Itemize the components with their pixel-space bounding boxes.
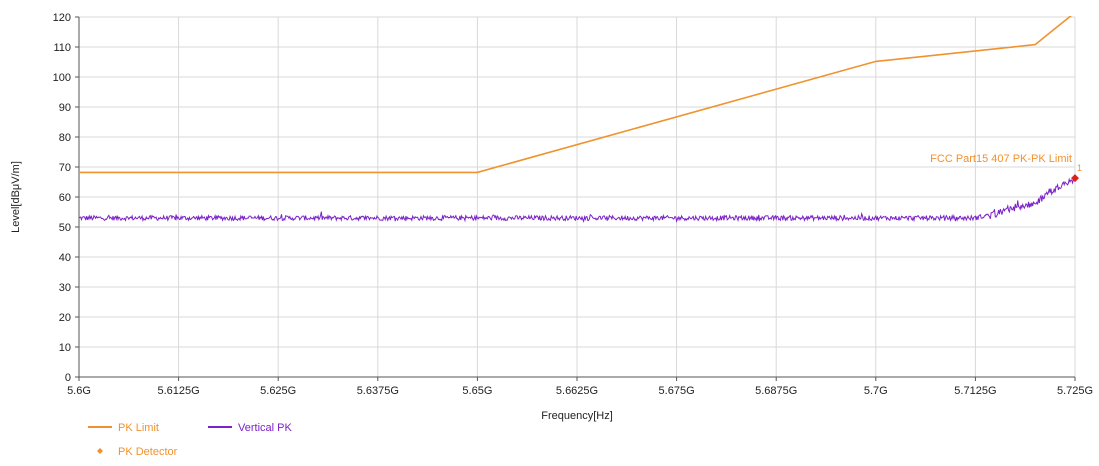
pk-detector-point xyxy=(1071,174,1079,183)
legend: PK Limit Vertical PK PK Detector xyxy=(88,422,292,458)
y-tick-label: 80 xyxy=(59,132,71,144)
marker-label: 1 xyxy=(1077,163,1082,173)
labels: 5.6G 5.6125G 5.625G 5.6375G 5.65G 5.6625G 5.67… xyxy=(10,12,1093,422)
y-tick-label: 110 xyxy=(53,42,71,54)
y-tick-label: 30 xyxy=(59,282,71,294)
x-tick-label: 5.7G xyxy=(864,385,888,397)
legend-label-pk-detector: PK Detector xyxy=(118,446,178,458)
legend-label-pk-limit: PK Limit xyxy=(118,422,159,434)
grid xyxy=(78,16,1076,378)
x-tick-label: 5.65G xyxy=(462,385,492,397)
y-tick-label: 100 xyxy=(53,72,71,84)
x-axis-title: Frequency[Hz] xyxy=(541,410,613,422)
axes xyxy=(75,16,1076,381)
x-tick-label: 5.725G xyxy=(1057,385,1093,397)
y-tick-label: 90 xyxy=(59,102,71,114)
legend-label-vertical-pk: Vertical PK xyxy=(238,422,292,434)
x-tick-label: 5.6375G xyxy=(357,385,399,397)
y-tick-label: 120 xyxy=(53,12,71,24)
series-line-pk-limit xyxy=(79,16,1072,174)
y-tick-label: 40 xyxy=(59,252,71,264)
y-tick-label: 20 xyxy=(59,312,71,324)
y-tick-label: 10 xyxy=(59,342,71,354)
y-tick-label: 50 xyxy=(59,222,71,234)
y-tick-label: 60 xyxy=(59,192,71,204)
x-tick-label: 5.6875G xyxy=(755,385,797,397)
y-tick-label: 70 xyxy=(59,162,71,174)
x-tick-label: 5.6625G xyxy=(556,385,598,397)
x-tick-label: 5.675G xyxy=(659,385,695,397)
series-line-vertical-pk xyxy=(79,176,1076,223)
x-tick-label: 5.6G xyxy=(67,385,91,397)
x-tick-label: 5.6125G xyxy=(157,385,199,397)
series-layer xyxy=(79,16,1079,223)
x-tick-label: 5.7125G xyxy=(954,385,996,397)
limit-annotation: FCC Part15 407 PK-PK Limit xyxy=(930,153,1072,165)
y-axis-title: Level[dBμV/m] xyxy=(10,161,22,233)
x-tick-label: 5.625G xyxy=(260,385,296,397)
y-tick-label: 0 xyxy=(65,372,71,384)
legend-swatch-pk-detector xyxy=(97,448,103,454)
